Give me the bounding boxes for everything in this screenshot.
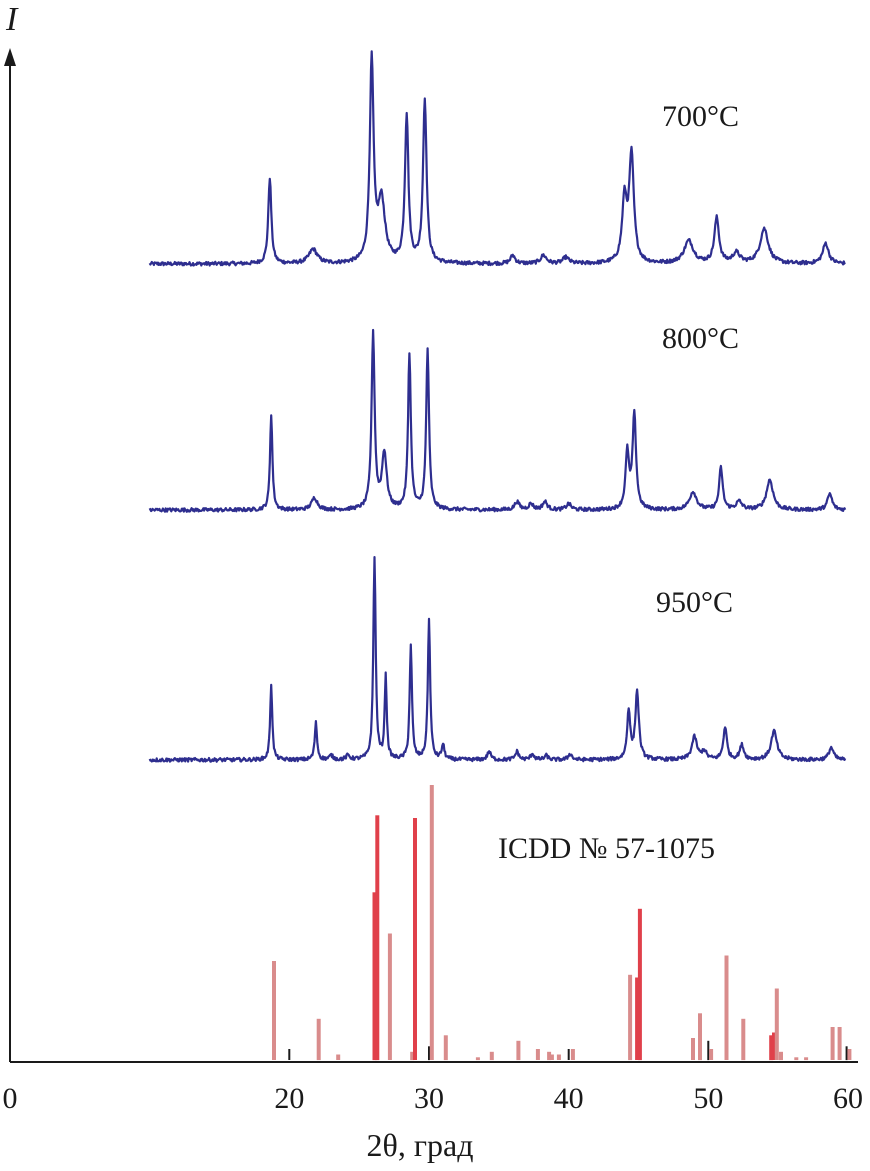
reference-stick xyxy=(336,1054,341,1060)
reference-stick xyxy=(772,1032,776,1060)
y-axis-label: I xyxy=(5,1,19,38)
reference-stick xyxy=(375,815,380,1061)
reference-stick xyxy=(830,1027,835,1060)
x-axis-label: 2θ, град xyxy=(367,1127,474,1163)
reference-stick xyxy=(547,1051,552,1061)
reference-stick xyxy=(724,955,729,1060)
reference-stick xyxy=(691,1038,695,1060)
reference-stick xyxy=(741,1018,746,1061)
x-tick-label: 60 xyxy=(833,1082,863,1115)
reference-stick xyxy=(429,785,434,1060)
reference-stick xyxy=(769,1035,774,1061)
reference-stick xyxy=(428,1046,430,1061)
reference-stick xyxy=(804,1057,809,1061)
reference-stick xyxy=(288,1049,291,1060)
reference-stick xyxy=(635,977,640,1060)
reference-stick xyxy=(707,1040,710,1061)
reference-stick xyxy=(567,1049,570,1060)
x-tick-label: 0 xyxy=(3,1082,18,1115)
trace-800c xyxy=(148,328,847,513)
x-ticks: 0 20 30 40 50 60 xyxy=(3,1082,864,1115)
series-label-icdd: ICDD № 57-1075 xyxy=(498,832,715,865)
reference-stick xyxy=(774,988,779,1060)
series-label-700c: 700°C xyxy=(662,100,739,133)
reference-stick xyxy=(410,1051,415,1061)
x-tick-label: 50 xyxy=(693,1082,723,1115)
reference-stick xyxy=(443,1035,448,1061)
series-label-800c: 800°C xyxy=(662,322,739,355)
reference-stick xyxy=(794,1057,799,1061)
reference-stick xyxy=(628,974,633,1061)
reference-stick xyxy=(516,1040,521,1061)
reference-stick xyxy=(779,1051,783,1061)
reference-stick xyxy=(556,1054,561,1060)
reference-stick xyxy=(847,1049,852,1060)
reference-stick xyxy=(535,1049,540,1060)
reference-stick xyxy=(845,1046,848,1061)
reference-stick xyxy=(698,1013,702,1061)
reference-stick xyxy=(387,933,392,1060)
reference-stick xyxy=(272,961,276,1060)
reference-stick xyxy=(837,1027,842,1060)
x-tick-label: 30 xyxy=(414,1082,444,1115)
reference-stick xyxy=(637,908,642,1061)
x-tick-label: 40 xyxy=(554,1082,584,1115)
icdd-reference-sticks xyxy=(272,785,852,1061)
trace-700c xyxy=(148,50,846,267)
reference-stick xyxy=(413,818,417,1060)
series-label-950c: 950°C xyxy=(656,586,733,619)
reference-stick xyxy=(372,892,377,1061)
reference-stick xyxy=(570,1049,575,1060)
reference-stick xyxy=(549,1054,554,1060)
x-tick-label: 20 xyxy=(274,1082,304,1115)
trace-950c xyxy=(148,556,847,763)
y-axis-arrow xyxy=(4,48,16,66)
reference-stick xyxy=(489,1051,494,1061)
reference-stick xyxy=(316,1018,321,1061)
reference-stick xyxy=(475,1057,480,1061)
reference-stick xyxy=(709,1049,714,1060)
